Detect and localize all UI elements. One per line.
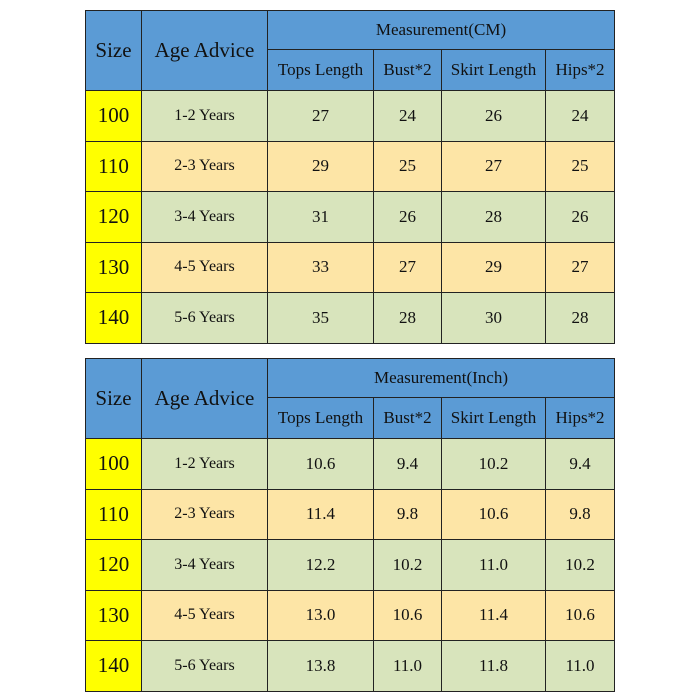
subheader-row: Tops Length Bust*2 Skirt Length Hips*2	[86, 49, 615, 91]
table-row: 110 2-3 Years 29 25 27 25	[85, 140, 615, 192]
measurement-cell: 24	[545, 90, 615, 142]
column-header: Bust*2	[373, 49, 442, 91]
table-row: 100 1-2 Years 10.6 9.4 10.2 9.4	[85, 438, 615, 490]
inch-size-table: Size Age Advice Measurement(Inch) Tops L…	[85, 358, 615, 692]
measurement-cell: 9.4	[373, 438, 442, 490]
size-cell: 120	[85, 539, 142, 591]
measurement-cell: 11.8	[441, 640, 546, 692]
size-cell: 130	[85, 241, 142, 293]
measurement-cell: 24	[373, 90, 442, 142]
table-row: 130 4-5 Years 33 27 29 27	[85, 241, 615, 293]
measurement-header: Measurement(Inch)	[267, 358, 615, 398]
measurement-cell: 26	[441, 90, 546, 142]
measurement-cell: 25	[545, 140, 615, 192]
column-header: Tops Length	[267, 49, 374, 91]
table-row: 130 4-5 Years 13.0 10.6 11.4 10.6	[85, 589, 615, 641]
header-row: Size Age Advice Measurement(Inch)	[85, 358, 615, 439]
measurement-cell: 9.4	[545, 438, 615, 490]
measurement-cell: 9.8	[373, 488, 442, 540]
size-header: Size	[85, 10, 142, 91]
measurement-cell: 27	[373, 241, 442, 293]
measurement-cell: 11.4	[441, 589, 546, 641]
column-header: Bust*2	[373, 397, 442, 439]
age-header: Age Advice	[141, 10, 268, 91]
measurement-cell: 10.2	[441, 438, 546, 490]
size-cell: 140	[85, 640, 142, 692]
measurement-cell: 29	[441, 241, 546, 293]
size-cell: 130	[85, 589, 142, 641]
age-cell: 5-6 Years	[141, 640, 268, 692]
measurement-cell: 11.0	[545, 640, 615, 692]
measurement-cell: 12.2	[267, 539, 374, 591]
size-cell: 100	[85, 90, 142, 142]
cm-size-table: Size Age Advice Measurement(CM) Tops Len…	[85, 10, 615, 344]
measurement-cell: 26	[373, 191, 442, 243]
measurement-cell: 28	[373, 292, 442, 344]
measurement-cell: 10.6	[441, 488, 546, 540]
measurement-cell: 28	[545, 292, 615, 344]
measurement-cell: 27	[267, 90, 374, 142]
measurement-cell: 33	[267, 241, 374, 293]
column-header: Hips*2	[545, 49, 615, 91]
size-cell: 100	[85, 438, 142, 490]
age-cell: 5-6 Years	[141, 292, 268, 344]
size-cell: 110	[85, 140, 142, 192]
measurement-cell: 30	[441, 292, 546, 344]
age-cell: 3-4 Years	[141, 191, 268, 243]
column-header: Hips*2	[545, 397, 615, 439]
table-row: 110 2-3 Years 11.4 9.8 10.6 9.8	[85, 488, 615, 540]
measurement-cell: 13.8	[267, 640, 374, 692]
table-row: 120 3-4 Years 12.2 10.2 11.0 10.2	[85, 539, 615, 591]
size-header: Size	[85, 358, 142, 439]
table-row: 120 3-4 Years 31 26 28 26	[85, 191, 615, 243]
table-row: 100 1-2 Years 27 24 26 24	[85, 90, 615, 142]
measurement-cell: 10.6	[267, 438, 374, 490]
size-cell: 120	[85, 191, 142, 243]
measurement-cell: 9.8	[545, 488, 615, 540]
age-cell: 1-2 Years	[141, 90, 268, 142]
age-cell: 4-5 Years	[141, 241, 268, 293]
column-header: Tops Length	[267, 397, 374, 439]
measurement-header: Measurement(CM)	[267, 10, 615, 50]
subheader-row: Tops Length Bust*2 Skirt Length Hips*2	[86, 397, 615, 439]
measurement-cell: 25	[373, 140, 442, 192]
measurement-cell: 29	[267, 140, 374, 192]
size-cell: 140	[85, 292, 142, 344]
measurement-cell: 10.6	[373, 589, 442, 641]
measurement-cell: 10.2	[373, 539, 442, 591]
measurement-cell: 26	[545, 191, 615, 243]
measurement-cell: 11.0	[441, 539, 546, 591]
age-cell: 2-3 Years	[141, 488, 268, 540]
header-row: Size Age Advice Measurement(CM)	[85, 10, 615, 91]
age-cell: 2-3 Years	[141, 140, 268, 192]
measurement-cell: 13.0	[267, 589, 374, 641]
age-cell: 3-4 Years	[141, 539, 268, 591]
measurement-cell: 27	[545, 241, 615, 293]
measurement-cell: 28	[441, 191, 546, 243]
size-cell: 110	[85, 488, 142, 540]
measurement-cell: 10.6	[545, 589, 615, 641]
table-row: 140 5-6 Years 13.8 11.0 11.8 11.0	[85, 640, 615, 692]
age-cell: 1-2 Years	[141, 438, 268, 490]
column-header: Skirt Length	[441, 49, 546, 91]
measurement-cell: 35	[267, 292, 374, 344]
measurement-cell: 27	[441, 140, 546, 192]
measurement-cell: 31	[267, 191, 374, 243]
age-header: Age Advice	[141, 358, 268, 439]
measurement-cell: 11.4	[267, 488, 374, 540]
age-cell: 4-5 Years	[141, 589, 268, 641]
measurement-cell: 10.2	[545, 539, 615, 591]
column-header: Skirt Length	[441, 397, 546, 439]
table-row: 140 5-6 Years 35 28 30 28	[85, 292, 615, 344]
measurement-cell: 11.0	[373, 640, 442, 692]
